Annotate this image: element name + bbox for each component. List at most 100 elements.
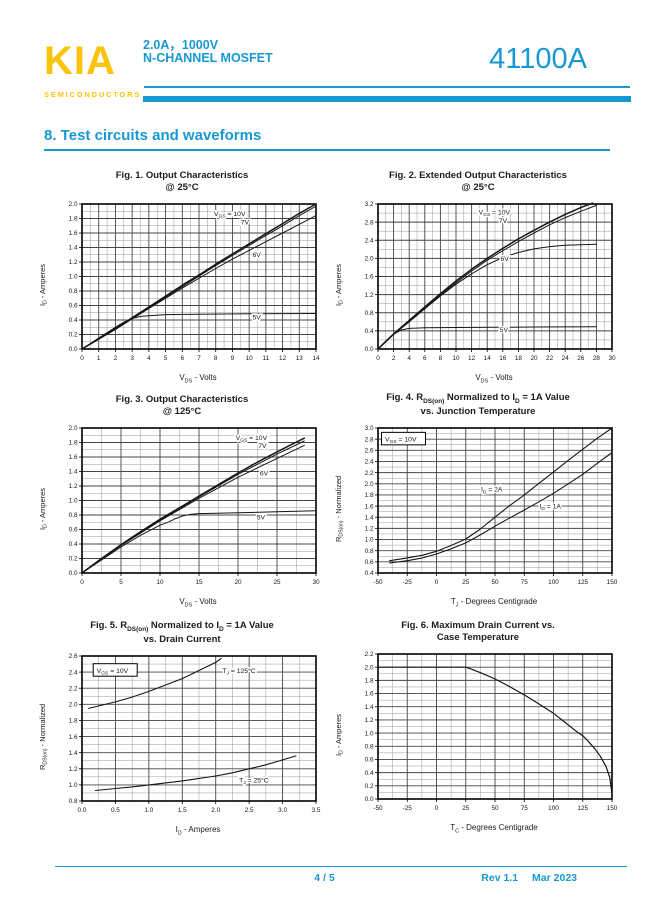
svg-text:26: 26 bbox=[577, 355, 585, 362]
svg-text:1.2: 1.2 bbox=[365, 292, 374, 299]
svg-text:2.0: 2.0 bbox=[69, 701, 78, 708]
chart-canvas: 0 5 10 15 20 25 30 0.0 0.2 0.4 0.6 0.8 1.0 1.2 1.4 1.6 1… bbox=[69, 425, 320, 586]
figure-subtitle: Case Temperature bbox=[436, 632, 520, 644]
svg-text:VGS = 10V: VGS = 10V bbox=[214, 211, 246, 220]
svg-text:14: 14 bbox=[312, 355, 320, 362]
footer-rule bbox=[55, 866, 627, 868]
svg-text:2.0: 2.0 bbox=[365, 481, 374, 488]
footer-date: Mar 2023 bbox=[532, 872, 577, 884]
svg-text:4: 4 bbox=[147, 355, 151, 362]
svg-text:25: 25 bbox=[273, 579, 281, 586]
header-rule-thin bbox=[144, 86, 630, 88]
svg-text:1.6: 1.6 bbox=[69, 454, 78, 461]
svg-text:2.0: 2.0 bbox=[365, 255, 374, 262]
svg-text:0.8: 0.8 bbox=[365, 548, 374, 555]
svg-text:7: 7 bbox=[197, 355, 201, 362]
svg-text:6V: 6V bbox=[252, 252, 261, 259]
svg-text:0.5: 0.5 bbox=[111, 807, 120, 814]
svg-text:5V: 5V bbox=[500, 327, 509, 334]
svg-text:8: 8 bbox=[439, 355, 443, 362]
svg-text:10: 10 bbox=[452, 355, 460, 362]
svg-text:20: 20 bbox=[234, 579, 242, 586]
svg-text:1.0: 1.0 bbox=[69, 782, 78, 789]
svg-text:30: 30 bbox=[312, 579, 320, 586]
svg-text:-50: -50 bbox=[373, 805, 383, 812]
svg-text:0.6: 0.6 bbox=[365, 559, 374, 566]
svg-text:20: 20 bbox=[530, 355, 538, 362]
svg-text:10: 10 bbox=[156, 579, 164, 586]
figure-1-output-characteristics-25c: Fig. 1. Output Characteristics @ 25°C ID… bbox=[36, 170, 328, 384]
svg-text:0: 0 bbox=[80, 355, 84, 362]
svg-text:14: 14 bbox=[484, 355, 492, 362]
svg-text:100: 100 bbox=[548, 579, 559, 586]
svg-text:18: 18 bbox=[515, 355, 523, 362]
svg-text:0.2: 0.2 bbox=[69, 555, 78, 562]
svg-text:2.8: 2.8 bbox=[365, 436, 374, 443]
svg-text:0.2: 0.2 bbox=[365, 783, 374, 790]
svg-text:0.4: 0.4 bbox=[365, 770, 374, 777]
svg-text:6V: 6V bbox=[252, 252, 261, 259]
svg-text:1.2: 1.2 bbox=[69, 259, 78, 266]
svg-text:1.0: 1.0 bbox=[365, 730, 374, 737]
figure-subtitle: @ 125°C bbox=[162, 406, 202, 418]
svg-text:1.4: 1.4 bbox=[69, 749, 78, 756]
svg-text:5V: 5V bbox=[252, 314, 261, 321]
svg-text:7V: 7V bbox=[241, 219, 250, 226]
svg-text:3.0: 3.0 bbox=[365, 425, 374, 432]
svg-text:1.5: 1.5 bbox=[178, 807, 187, 814]
svg-text:TJ = 125°C: TJ = 125°C bbox=[222, 667, 255, 677]
chart-canvas: -50 -25 0 25 50 75 100 125 150 0.0 0.2 0.4 0.6 0.8 1.0… bbox=[365, 651, 618, 812]
svg-text:0.8: 0.8 bbox=[365, 310, 374, 317]
product-spec-line1: 2.0A，1000V bbox=[143, 38, 219, 52]
svg-text:25: 25 bbox=[462, 579, 470, 586]
header-rule-thick bbox=[143, 96, 631, 102]
svg-text:6: 6 bbox=[423, 355, 427, 362]
svg-text:50: 50 bbox=[491, 805, 499, 812]
svg-text:8: 8 bbox=[214, 355, 218, 362]
svg-text:1.6: 1.6 bbox=[365, 690, 374, 697]
svg-text:0: 0 bbox=[435, 579, 439, 586]
svg-text:5V: 5V bbox=[252, 314, 261, 321]
svg-text:150: 150 bbox=[607, 579, 618, 586]
svg-text:6V: 6V bbox=[500, 255, 509, 262]
chart-canvas: 0.0 0.5 1.0 1.5 2.0 2.5 3.0 3.5 0.8 1.0 1.2 1.4 1.6 1… bbox=[69, 653, 321, 814]
svg-text:150: 150 bbox=[607, 805, 618, 812]
footer-revision: Rev 1.1 Mar 2023 bbox=[467, 872, 577, 884]
figure-subtitle: @ 25°C bbox=[165, 182, 199, 194]
figure-subtitle: vs. Drain Current bbox=[143, 634, 221, 646]
y-axis-label: RDS(on) - Normalized bbox=[38, 703, 49, 770]
svg-text:1.6: 1.6 bbox=[69, 733, 78, 740]
svg-text:0.6: 0.6 bbox=[69, 526, 78, 533]
svg-text:TJ = 25°C: TJ = 25°C bbox=[239, 776, 269, 786]
part-number: 41100A bbox=[489, 43, 587, 75]
svg-text:125: 125 bbox=[577, 579, 588, 586]
svg-text:2.2: 2.2 bbox=[69, 685, 78, 692]
svg-text:1.8: 1.8 bbox=[69, 717, 78, 724]
svg-text:2: 2 bbox=[392, 355, 396, 362]
y-axis-label: ID - Amperes bbox=[38, 263, 49, 306]
svg-text:12: 12 bbox=[279, 355, 287, 362]
svg-text:1.4: 1.4 bbox=[365, 514, 374, 521]
svg-text:VGS = 10V: VGS = 10V bbox=[214, 211, 246, 220]
svg-text:75: 75 bbox=[521, 579, 529, 586]
svg-text:2.0: 2.0 bbox=[365, 664, 374, 671]
svg-text:1.4: 1.4 bbox=[69, 244, 78, 251]
y-axis-label: ID - Amperes bbox=[38, 487, 49, 530]
svg-text:7V: 7V bbox=[499, 218, 508, 225]
svg-text:3.2: 3.2 bbox=[365, 201, 374, 208]
svg-text:7V: 7V bbox=[499, 218, 508, 225]
svg-text:7V: 7V bbox=[258, 442, 267, 449]
svg-text:2.2: 2.2 bbox=[365, 469, 374, 476]
svg-text:1.8: 1.8 bbox=[365, 677, 374, 684]
svg-text:VGS = 10V: VGS = 10V bbox=[97, 668, 129, 677]
svg-text:VGS = 10V: VGS = 10V bbox=[236, 435, 268, 444]
svg-text:0.0: 0.0 bbox=[69, 570, 78, 577]
svg-text:ID = 1A: ID = 1A bbox=[539, 503, 561, 512]
svg-text:5: 5 bbox=[164, 355, 168, 362]
figure-title: Fig. 4. RDS(on) Normalized to ID = 1A Va… bbox=[386, 392, 570, 405]
svg-text:1.2: 1.2 bbox=[365, 717, 374, 724]
svg-text:0: 0 bbox=[80, 579, 84, 586]
svg-text:0.0: 0.0 bbox=[69, 346, 78, 353]
figure-title: Fig. 1. Output Characteristics bbox=[115, 170, 249, 181]
svg-text:0: 0 bbox=[435, 805, 439, 812]
